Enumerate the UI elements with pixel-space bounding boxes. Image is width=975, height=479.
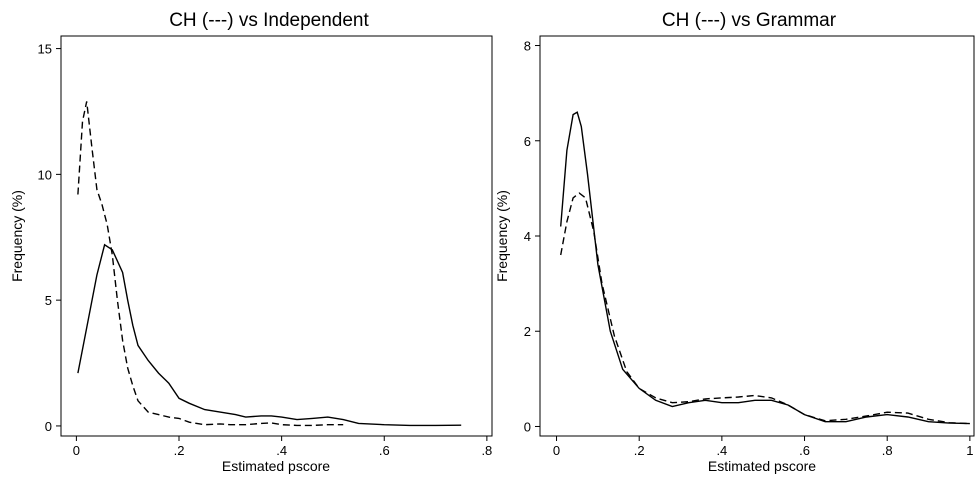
series-line-dashed xyxy=(77,101,344,427)
x-axis: 0 .2 .4 .6 .8 xyxy=(73,436,492,458)
chart-title: CH (---) vs Grammar xyxy=(662,10,837,31)
x-tick-label: .6 xyxy=(799,443,810,458)
x-tick-label: .6 xyxy=(379,443,390,458)
series-line-solid xyxy=(77,243,462,427)
x-tick-label: .8 xyxy=(882,443,893,458)
chart-title: CH (---) vs Independent xyxy=(169,10,369,31)
plot-lines xyxy=(560,111,970,425)
x-axis: 0 .2 .4 .6 .8 1 xyxy=(553,436,973,458)
y-axis: 0 2 4 6 8 xyxy=(524,39,540,434)
x-tick-label: 0 xyxy=(73,443,80,458)
y-axis-label: Frequency (%) xyxy=(494,190,510,282)
y-axis-label: Frequency (%) xyxy=(9,190,25,282)
x-tick-label: .2 xyxy=(174,443,185,458)
y-tick-label: 2 xyxy=(524,324,531,339)
y-tick-label: 4 xyxy=(524,229,531,244)
chart-panel-grammar: CH (---) vs Grammar 0 .2 .4 .6 .8 1 0 2 4 6 8 Est… xyxy=(494,10,975,474)
series-line-dashed xyxy=(560,192,970,425)
y-tick-label: 0 xyxy=(45,419,52,434)
x-tick-label: .4 xyxy=(276,443,287,458)
y-tick-label: 6 xyxy=(524,134,531,149)
plot-frame xyxy=(60,35,493,437)
y-tick-label: 10 xyxy=(38,167,52,182)
x-tick-label: .4 xyxy=(716,443,727,458)
y-tick-label: 8 xyxy=(524,39,531,54)
x-tick-label: .2 xyxy=(634,443,645,458)
x-tick-label: .8 xyxy=(481,443,492,458)
x-tick-label: 1 xyxy=(966,443,973,458)
y-tick-label: 5 xyxy=(45,293,52,308)
series-line-solid xyxy=(560,111,970,425)
plot-frame xyxy=(539,35,975,437)
y-axis: 0 5 10 15 xyxy=(38,42,61,434)
y-tick-label: 0 xyxy=(524,419,531,434)
y-tick-label: 15 xyxy=(38,42,52,57)
x-axis-label: Estimated pscore xyxy=(222,458,330,474)
plot-lines xyxy=(77,101,462,427)
chart-panel-independent: CH (---) vs Independent 0 .2 .4 .6 .8 0 5 10 15… xyxy=(9,10,493,474)
x-tick-label: 0 xyxy=(553,443,560,458)
x-axis-label: Estimated pscore xyxy=(708,458,816,474)
